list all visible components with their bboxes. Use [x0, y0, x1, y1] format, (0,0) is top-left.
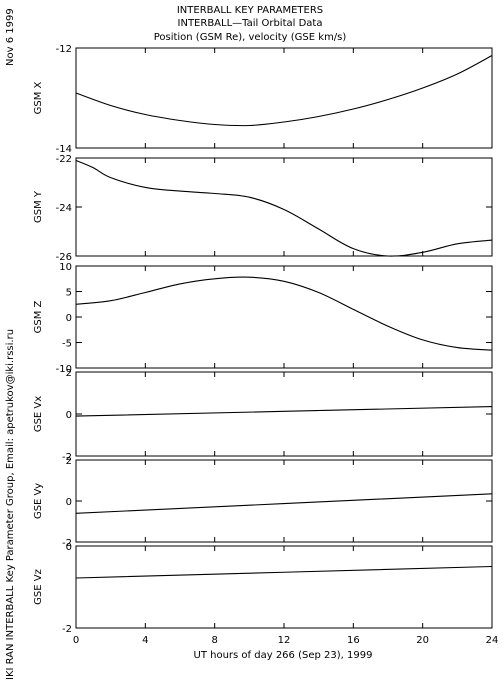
y-axis-label-gsm-x: GSM X	[33, 81, 44, 114]
series-line-gsm-x	[75, 55, 493, 127]
y-tick-label-gsm-z: -10	[56, 364, 72, 375]
x-tick-label: 8	[211, 635, 217, 646]
y-tick-label-gse-vx: 2	[66, 368, 72, 379]
y-axis-label-gse-vx: GSE Vx	[33, 396, 44, 432]
title-line-2: INTERBALL—Tail Orbital Data	[178, 18, 323, 29]
panel-frame-gse-vx	[75, 371, 493, 457]
y-tick-label-gsm-y: -24	[56, 203, 72, 214]
y-tick-label-gsm-y: -22	[56, 154, 72, 165]
x-tick-label: 4	[142, 635, 148, 646]
y-tick-label-gsm-y: -26	[56, 252, 72, 263]
series-line-gse-vx	[75, 406, 493, 417]
y-axis-label-gse-vz: GSE Vz	[33, 569, 44, 605]
y-tick-label-gse-vy: 2	[66, 456, 72, 467]
x-axis-label: UT hours of day 266 (Sep 23), 1999	[194, 650, 373, 661]
y-tick-label-gse-vy: -2	[62, 538, 72, 549]
y-tick-label-gse-vy: 0	[66, 497, 72, 508]
y-tick-label-gse-vx: 0	[66, 410, 72, 421]
y-tick-label-gsm-x: -14	[56, 144, 72, 155]
y-tick-label-gsm-x: -12	[56, 44, 72, 55]
y-axis-label-gsm-y: GSM Y	[33, 190, 44, 223]
y-tick-label-gse-vx: -2	[62, 452, 72, 463]
x-tick-label: 12	[278, 635, 291, 646]
series-line-gsm-y	[75, 159, 493, 257]
x-tick-label: 20	[416, 635, 429, 646]
y-axis-label-gse-vy: GSE Vy	[33, 483, 44, 519]
x-tick-label: 0	[73, 635, 79, 646]
y-tick-label-gsm-z: 0	[66, 313, 72, 324]
y-tick-label-gse-vz: -2	[62, 624, 72, 635]
series-line-gse-vz	[75, 565, 493, 579]
title-line-3: Position (GSM Re), velocity (GSE km/s)	[154, 32, 347, 43]
title-line-1: INTERBALL KEY PARAMETERS	[177, 5, 323, 16]
panel-frame-gsm-x	[75, 47, 493, 149]
y-axis-label-gsm-z: GSM Z	[33, 300, 44, 333]
y-tick-label-gsm-z: 10	[59, 262, 72, 273]
y-tick-label-gsm-z: 5	[66, 288, 72, 299]
series-line-gse-vy	[75, 493, 493, 514]
y-tick-label-gsm-z: -5	[62, 339, 72, 350]
x-tick-label: 24	[486, 635, 499, 646]
panel-frame-gsm-y	[75, 157, 493, 257]
y-tick-label-gse-vz: 0	[66, 542, 72, 553]
side-credit: IKI RAN INTERBALL Key Parameter Group, E…	[5, 329, 16, 680]
date-label: Nov 6 1999	[5, 8, 16, 66]
series-line-gsm-z	[75, 276, 493, 351]
panel-frame-gse-vz	[75, 545, 493, 629]
panel-frame-gse-vy	[75, 459, 493, 543]
x-tick-label: 16	[347, 635, 360, 646]
